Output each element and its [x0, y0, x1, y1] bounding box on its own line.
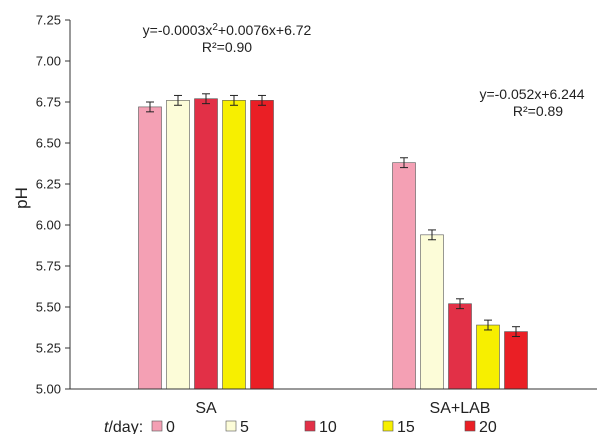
legend-swatch	[225, 420, 237, 432]
y-tick-label: 6.75	[36, 95, 61, 110]
legend-swatch	[382, 420, 394, 432]
y-tick-label: 5.25	[36, 341, 61, 356]
y-tick-label: 5.75	[36, 259, 61, 274]
error-bars-layer	[146, 93, 520, 338]
equation-sa-superscript: 2	[212, 22, 218, 33]
y-tick-label: 7.00	[36, 54, 61, 69]
y-tick-label: 7.25	[36, 13, 61, 28]
y-tick-label: 6.50	[36, 136, 61, 151]
bar	[448, 303, 472, 390]
y-tick-label: 5.50	[36, 300, 61, 315]
bar	[194, 98, 218, 390]
r2-annotation-sa: R²=0.90	[202, 39, 252, 55]
y-axis: 5.00 5.25 5.50 5.75 6.00 6.25 6.50 6.75 7.00 7.25	[36, 13, 71, 397]
category-label: SA	[195, 400, 217, 417]
y-tick-label: 6.25	[36, 177, 61, 192]
y-tick-label: 5.00	[36, 382, 61, 397]
legend-title-rest: /day:	[108, 419, 143, 434]
bar	[476, 324, 500, 390]
bars-layer	[138, 98, 528, 390]
y-axis-label: pH	[12, 187, 31, 209]
bar	[250, 100, 274, 390]
x-axis: SA SA+LAB	[70, 388, 597, 417]
bar	[504, 331, 528, 390]
bar	[392, 162, 416, 390]
legend-swatch	[151, 420, 163, 432]
legend-label: 20	[479, 419, 497, 434]
category-label: SA+LAB	[430, 400, 491, 417]
legend: t/day: 0 5 10 15 20	[104, 419, 497, 436]
y-tick-label: 6.00	[36, 218, 61, 233]
bar	[420, 234, 444, 390]
legend-swatch	[304, 420, 316, 432]
equation-annotation-sa: y=-0.0003x2+0.0076x+6.72	[143, 22, 312, 38]
legend-title-t: t	[104, 419, 109, 434]
r2-annotation-sa-lab: R²=0.89	[513, 103, 563, 119]
legend-title: t/day:	[104, 419, 143, 434]
legend-swatch	[464, 420, 476, 432]
equation-sa-base: y=-0.0003x	[143, 22, 213, 38]
bar	[222, 100, 246, 390]
legend-label: 5	[240, 419, 249, 434]
equation-sa-rest: +0.0076x+6.72	[218, 22, 312, 38]
legend-label: 0	[166, 419, 175, 434]
legend-label: 10	[319, 419, 337, 434]
bar	[166, 100, 190, 390]
bar	[138, 106, 162, 390]
legend-label: 15	[397, 419, 415, 434]
equation-annotation-sa-lab: y=-0.052x+6.244	[479, 86, 584, 102]
